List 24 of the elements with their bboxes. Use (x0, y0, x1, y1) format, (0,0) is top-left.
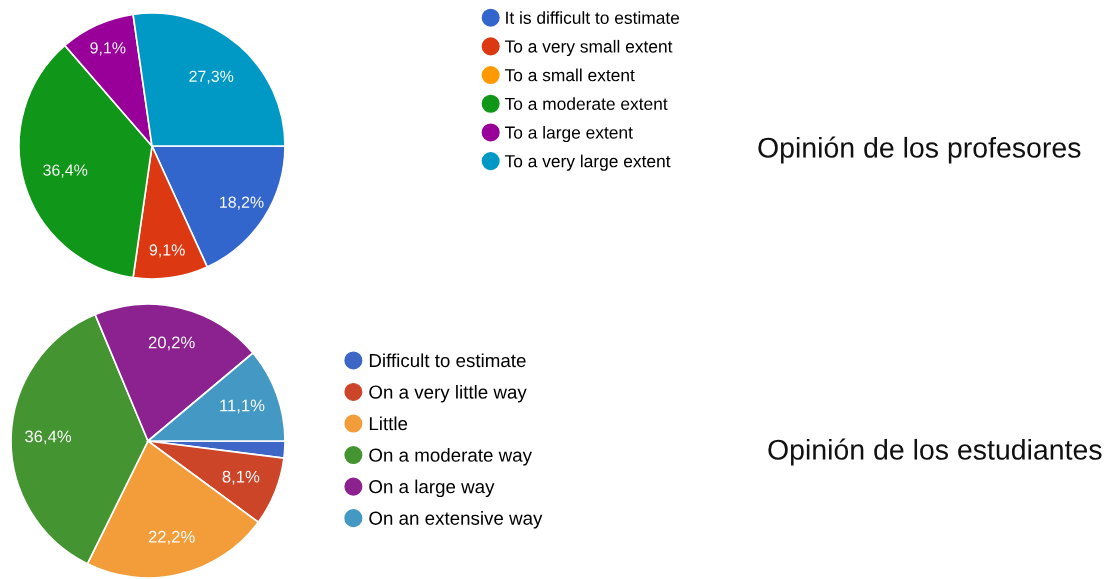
legend-label: On an extensive way (369, 511, 543, 529)
legend-label: Little (369, 416, 408, 431)
data-label: 36,4% (43, 164, 88, 178)
legend-label: To a large extent (504, 125, 633, 143)
data-label: 22,2% (148, 530, 195, 545)
data-label: 9,1% (90, 42, 126, 56)
legend-label: To a moderate extent (504, 97, 668, 110)
legend-label: Difficult to estimate (369, 353, 526, 368)
text: Opinión de los profesores (758, 136, 1081, 164)
text: Opinión de los estudiantes (768, 438, 1102, 466)
legend-label: To a very small extent (504, 39, 673, 57)
data-label: 18,2% (220, 196, 264, 210)
legend-label: To a small extent (504, 68, 635, 82)
data-label: 8,1% (222, 470, 260, 485)
legend-label: On a moderate way (369, 448, 532, 466)
data-label: 36,4% (25, 430, 72, 445)
data-label: 9,1% (149, 244, 185, 258)
legend-label: It is difficult to estimate (506, 11, 680, 24)
data-label: 27,3% (189, 70, 234, 84)
legend-label: On a very little way (369, 384, 527, 403)
data-label: 11,1% (220, 399, 265, 414)
data-label: 20,2% (148, 336, 195, 351)
legend-label: To a very large extent (504, 154, 671, 171)
legend-label: On a large way (369, 479, 495, 498)
